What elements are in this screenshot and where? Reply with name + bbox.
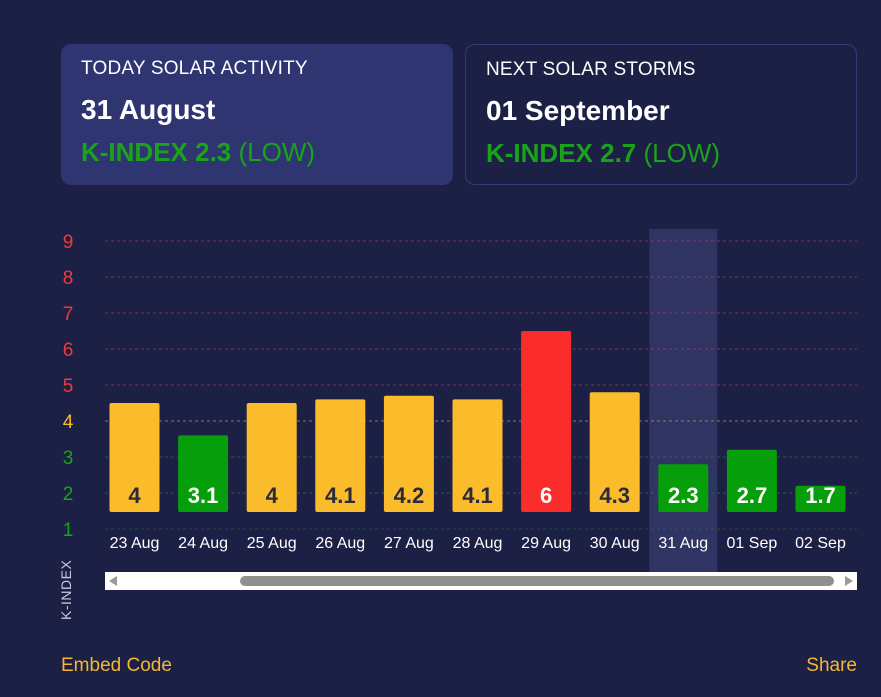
today-kindex-value: K-INDEX 2.3 (81, 137, 232, 167)
bar (726, 449, 777, 512)
bar-value-label: 4.1 (325, 483, 356, 508)
next-card-kindex: K-INDEX 2.7 (LOW) (486, 138, 836, 169)
bar-value-label: 4.2 (394, 483, 425, 508)
bar (109, 403, 160, 512)
x-tick-label: 30 Aug (590, 535, 640, 552)
x-tick-label: 01 Sep (727, 535, 778, 552)
y-tick-label: 1 (63, 520, 74, 541)
y-tick-label: 8 (63, 268, 74, 289)
x-tick-label: 26 Aug (315, 535, 365, 552)
x-tick-label: 24 Aug (178, 535, 228, 552)
today-card-title: TODAY SOLAR ACTIVITY (81, 58, 308, 79)
bar (658, 464, 709, 512)
x-tick-label: 27 Aug (384, 535, 434, 552)
bar-value-label: 6 (540, 483, 552, 508)
y-tick-label: 6 (63, 340, 74, 361)
x-tick-label: 23 Aug (110, 535, 160, 552)
y-tick-label: 4 (63, 412, 74, 433)
share-link[interactable]: Share (806, 655, 857, 676)
next-storm-card: NEXT SOLAR STORMS 01 September K-INDEX 2… (465, 44, 857, 185)
bar (315, 399, 366, 512)
x-tick-label: 02 Sep (795, 535, 846, 552)
bar (795, 485, 846, 512)
x-tick-label: 25 Aug (247, 535, 297, 552)
chart-scrollbar[interactable] (105, 572, 857, 590)
scroll-right-arrow-icon[interactable] (845, 576, 853, 586)
bar-value-label: 2.7 (737, 483, 768, 508)
x-tick-label: 31 Aug (658, 535, 708, 552)
bar-value-label: 4 (266, 483, 279, 508)
bar-value-label: 1.7 (805, 483, 836, 508)
bar-value-label: 4.3 (599, 483, 630, 508)
y-tick-label: 2 (63, 484, 74, 505)
y-tick-label: 5 (63, 376, 74, 397)
scroll-left-arrow-icon[interactable] (109, 576, 117, 586)
x-tick-label: 28 Aug (453, 535, 503, 552)
today-kindex-level: (LOW) (238, 137, 316, 167)
next-card-title: NEXT SOLAR STORMS (486, 59, 696, 80)
bar (246, 403, 297, 512)
today-activity-card: TODAY SOLAR ACTIVITY 31 August K-INDEX 2… (61, 44, 453, 185)
kindex-bar-chart: 1 2 3 4 5 6 7 8 9 4 23 Aug 3.1 24 Aug 4 25 Aug 4.1 26 Au… (63, 229, 857, 573)
today-card-kindex: K-INDEX 2.3 (LOW) (81, 137, 433, 168)
highlight-column (649, 229, 718, 573)
next-card-date: 01 September (486, 95, 670, 126)
bar-value-label: 4.1 (462, 483, 493, 508)
y-tick-label: 9 (63, 232, 74, 253)
y-axis-label: K-INDEX (58, 559, 74, 620)
bar (383, 395, 434, 512)
bar (521, 331, 572, 512)
today-card-date: 31 August (81, 94, 216, 125)
y-tick-label: 7 (63, 304, 74, 325)
bar (452, 399, 503, 512)
scrollbar-thumb[interactable] (240, 576, 834, 586)
next-kindex-level: (LOW) (643, 138, 721, 168)
bar (178, 435, 229, 512)
embed-code-link[interactable]: Embed Code (61, 655, 172, 676)
bar (589, 392, 640, 512)
bar-value-label: 3.1 (188, 483, 219, 508)
bar-value-label: 2.3 (668, 483, 699, 508)
x-tick-label: 29 Aug (521, 535, 571, 552)
y-tick-label: 3 (63, 448, 74, 469)
next-kindex-value: K-INDEX 2.7 (486, 138, 637, 168)
bar-value-label: 4 (128, 483, 141, 508)
